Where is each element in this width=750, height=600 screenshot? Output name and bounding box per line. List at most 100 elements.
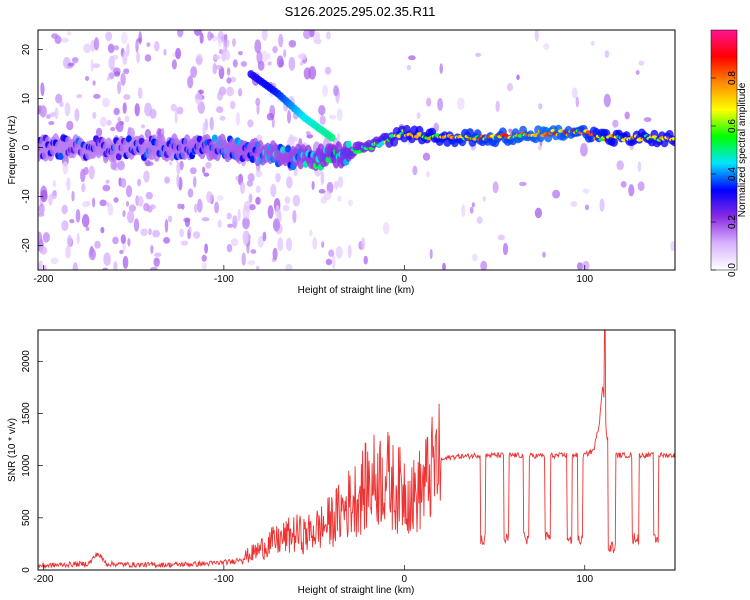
- spectrogram-cell: [143, 202, 150, 212]
- spectrogram-cell: [205, 161, 212, 169]
- spectrogram-cell: [325, 31, 331, 40]
- snr-xlabel: Height of straight line (km): [298, 585, 415, 596]
- spectrogram-cell: [242, 232, 249, 246]
- spectrogram-cell: [150, 244, 154, 254]
- spectrogram-cell: [224, 50, 231, 61]
- spectrogram-cell: [283, 49, 287, 58]
- spectrogram-cell: [382, 222, 390, 235]
- spectrogram-cell: [177, 203, 183, 210]
- spectrogram-cell: [197, 198, 203, 213]
- spectrogram-cell: [318, 188, 326, 194]
- spectrogram-cell: [406, 64, 412, 71]
- spectrogram-cell: [543, 43, 550, 50]
- spectrogram-cell: [312, 236, 318, 250]
- spectrogram-cell: [171, 59, 177, 70]
- spectrogram-cell: [255, 97, 261, 107]
- spectrogram-cell: [519, 181, 527, 187]
- spectrogram-cell: [105, 31, 113, 42]
- spectrogram-cell: [363, 255, 368, 265]
- spectrogram-cell: [102, 184, 111, 192]
- spectrogram-cell: [100, 226, 105, 234]
- spectrogram-cell: [552, 189, 561, 199]
- spectrogram-cell: [570, 201, 578, 207]
- spectrogram-cell: [277, 237, 284, 252]
- spectrogram-cell: [336, 108, 343, 122]
- spectrogram-cell: [38, 260, 44, 270]
- spectrogram-cell: [163, 237, 171, 244]
- spectrogram-cell: [422, 152, 431, 161]
- spectrogram-cell: [335, 246, 343, 259]
- x-tick-label: 100: [576, 274, 593, 285]
- spectrogram-cell: [93, 37, 100, 51]
- spectrogram-cell: [257, 60, 265, 71]
- y-tick-label: 0: [21, 567, 32, 573]
- spectrogram-cell: [439, 63, 443, 74]
- spectrogram-cell: [226, 77, 232, 84]
- spectrogram-cell: [502, 242, 509, 256]
- spectrogram-cell: [145, 191, 153, 200]
- spectrogram-cell: [140, 124, 146, 129]
- spectrogram-cell: [217, 219, 222, 228]
- spectrogram-cell: [120, 234, 126, 244]
- spectrogram-cell: [120, 72, 126, 86]
- spectrogram-cell: [475, 52, 482, 58]
- spectrogram-cell: [105, 179, 110, 184]
- spectrogram-cell: [229, 100, 236, 110]
- spectrogram-cell: [175, 47, 182, 60]
- spectrogram-cell: [67, 234, 72, 247]
- snr-series-line: [38, 330, 675, 570]
- spectrogram-cell: [152, 229, 161, 238]
- spectrogram-cell: [250, 249, 257, 254]
- spectrogram-cell: [261, 30, 268, 41]
- spectrogram-cell: [74, 108, 80, 122]
- spectrogram-cell: [51, 190, 58, 200]
- spectrogram-cell: [604, 50, 610, 58]
- spectrogram-cell: [126, 210, 135, 224]
- spectrogram-cell: [42, 232, 50, 243]
- spectrogram-cell: [506, 82, 514, 92]
- spectrogram-cell: [55, 93, 63, 104]
- spectrogram-cell: [107, 203, 114, 216]
- spectrogram-cell: [134, 103, 140, 117]
- spectrogram-cell: [416, 112, 421, 120]
- spectrogram-cell: [170, 103, 177, 112]
- spectrogram-cell: [482, 196, 486, 202]
- spectrogram-cell: [227, 223, 234, 228]
- spectrogram-cell: [290, 136, 299, 142]
- spectrogram-cell: [39, 105, 47, 118]
- spectrogram-cell: [637, 181, 645, 192]
- spectrogram-cell: [48, 120, 55, 126]
- spectrogram-cell: [276, 55, 284, 68]
- spectrogram-cell: [292, 194, 301, 207]
- spectrogram-cell: [230, 238, 239, 247]
- spectrogram-cell: [128, 204, 137, 212]
- spectrogram-cell: [137, 37, 142, 43]
- spectrogram-cell: [184, 218, 190, 228]
- spectrogram-cell: [328, 249, 335, 257]
- spectrogram-cell: [137, 195, 144, 207]
- spectrogram-cell: [83, 166, 89, 176]
- spectrogram-cell: [255, 170, 263, 178]
- spectrogram-cell: [267, 61, 272, 66]
- spectrogram-cell: [221, 51, 227, 62]
- spectrogram-cell: [54, 107, 59, 120]
- spectrogram-cell: [497, 234, 505, 241]
- spectrogram-cell: [284, 196, 291, 205]
- spectrogram-cell: [226, 86, 234, 97]
- y-tick-label: 1500: [21, 402, 32, 425]
- spectrogram-cell: [176, 106, 184, 115]
- spectrogram-cell: [136, 51, 140, 64]
- spectrogram-cell: [408, 55, 416, 61]
- spectrogram-cell: [219, 115, 226, 121]
- spectrogram-cell: [328, 114, 337, 120]
- spectrogram-cell: [153, 252, 162, 257]
- spectrogram-cell: [437, 97, 443, 111]
- spectrogram-cell: [232, 59, 238, 68]
- spectrogram-cell: [282, 204, 290, 212]
- spectrogram-cell: [61, 220, 69, 232]
- spectrogram-cell: [312, 31, 321, 42]
- spectrogram-cell: [337, 175, 344, 189]
- spectrogram-cell: [610, 137, 618, 147]
- x-tick-label: -100: [214, 274, 234, 285]
- spectrogram-cell: [321, 241, 325, 248]
